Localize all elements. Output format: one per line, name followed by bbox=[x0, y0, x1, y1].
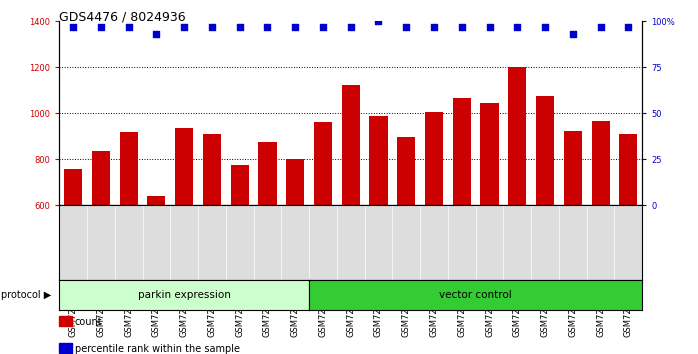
Bar bbox=[397, 137, 415, 343]
Point bbox=[540, 24, 551, 30]
Point bbox=[234, 24, 245, 30]
Bar bbox=[92, 151, 110, 343]
Bar bbox=[619, 134, 637, 343]
Bar bbox=[564, 131, 582, 343]
Point bbox=[401, 24, 412, 30]
Point bbox=[623, 24, 634, 30]
Point bbox=[429, 24, 440, 30]
Point bbox=[123, 24, 134, 30]
Text: protocol ▶: protocol ▶ bbox=[1, 290, 51, 300]
Text: GDS4476 / 8024936: GDS4476 / 8024936 bbox=[59, 11, 186, 24]
Bar bbox=[508, 67, 526, 343]
Point bbox=[345, 24, 356, 30]
Point bbox=[68, 24, 79, 30]
Bar bbox=[536, 96, 554, 343]
Point bbox=[96, 24, 107, 30]
Point bbox=[318, 24, 329, 30]
Text: percentile rank within the sample: percentile rank within the sample bbox=[75, 344, 239, 354]
Bar bbox=[286, 159, 304, 343]
Point bbox=[456, 24, 468, 30]
Bar bbox=[258, 142, 276, 343]
Bar bbox=[425, 112, 443, 343]
Point bbox=[595, 24, 606, 30]
Bar bbox=[591, 121, 609, 343]
Bar bbox=[175, 128, 193, 343]
Point bbox=[373, 18, 384, 24]
Point bbox=[484, 24, 495, 30]
Point bbox=[567, 31, 579, 37]
Text: parkin expression: parkin expression bbox=[138, 290, 230, 300]
Bar bbox=[147, 196, 165, 343]
Bar bbox=[231, 165, 248, 343]
Point bbox=[207, 24, 218, 30]
Bar bbox=[342, 85, 359, 343]
Bar bbox=[203, 134, 221, 343]
Text: count: count bbox=[75, 317, 103, 327]
Point bbox=[262, 24, 273, 30]
Point bbox=[512, 24, 523, 30]
Bar bbox=[119, 132, 138, 343]
Bar bbox=[480, 103, 498, 343]
Point bbox=[151, 31, 162, 37]
Text: vector control: vector control bbox=[439, 290, 512, 300]
Point bbox=[179, 24, 190, 30]
Bar bbox=[64, 169, 82, 343]
Point bbox=[290, 24, 301, 30]
Bar bbox=[453, 98, 470, 343]
Bar bbox=[369, 115, 387, 343]
Bar bbox=[314, 122, 332, 343]
